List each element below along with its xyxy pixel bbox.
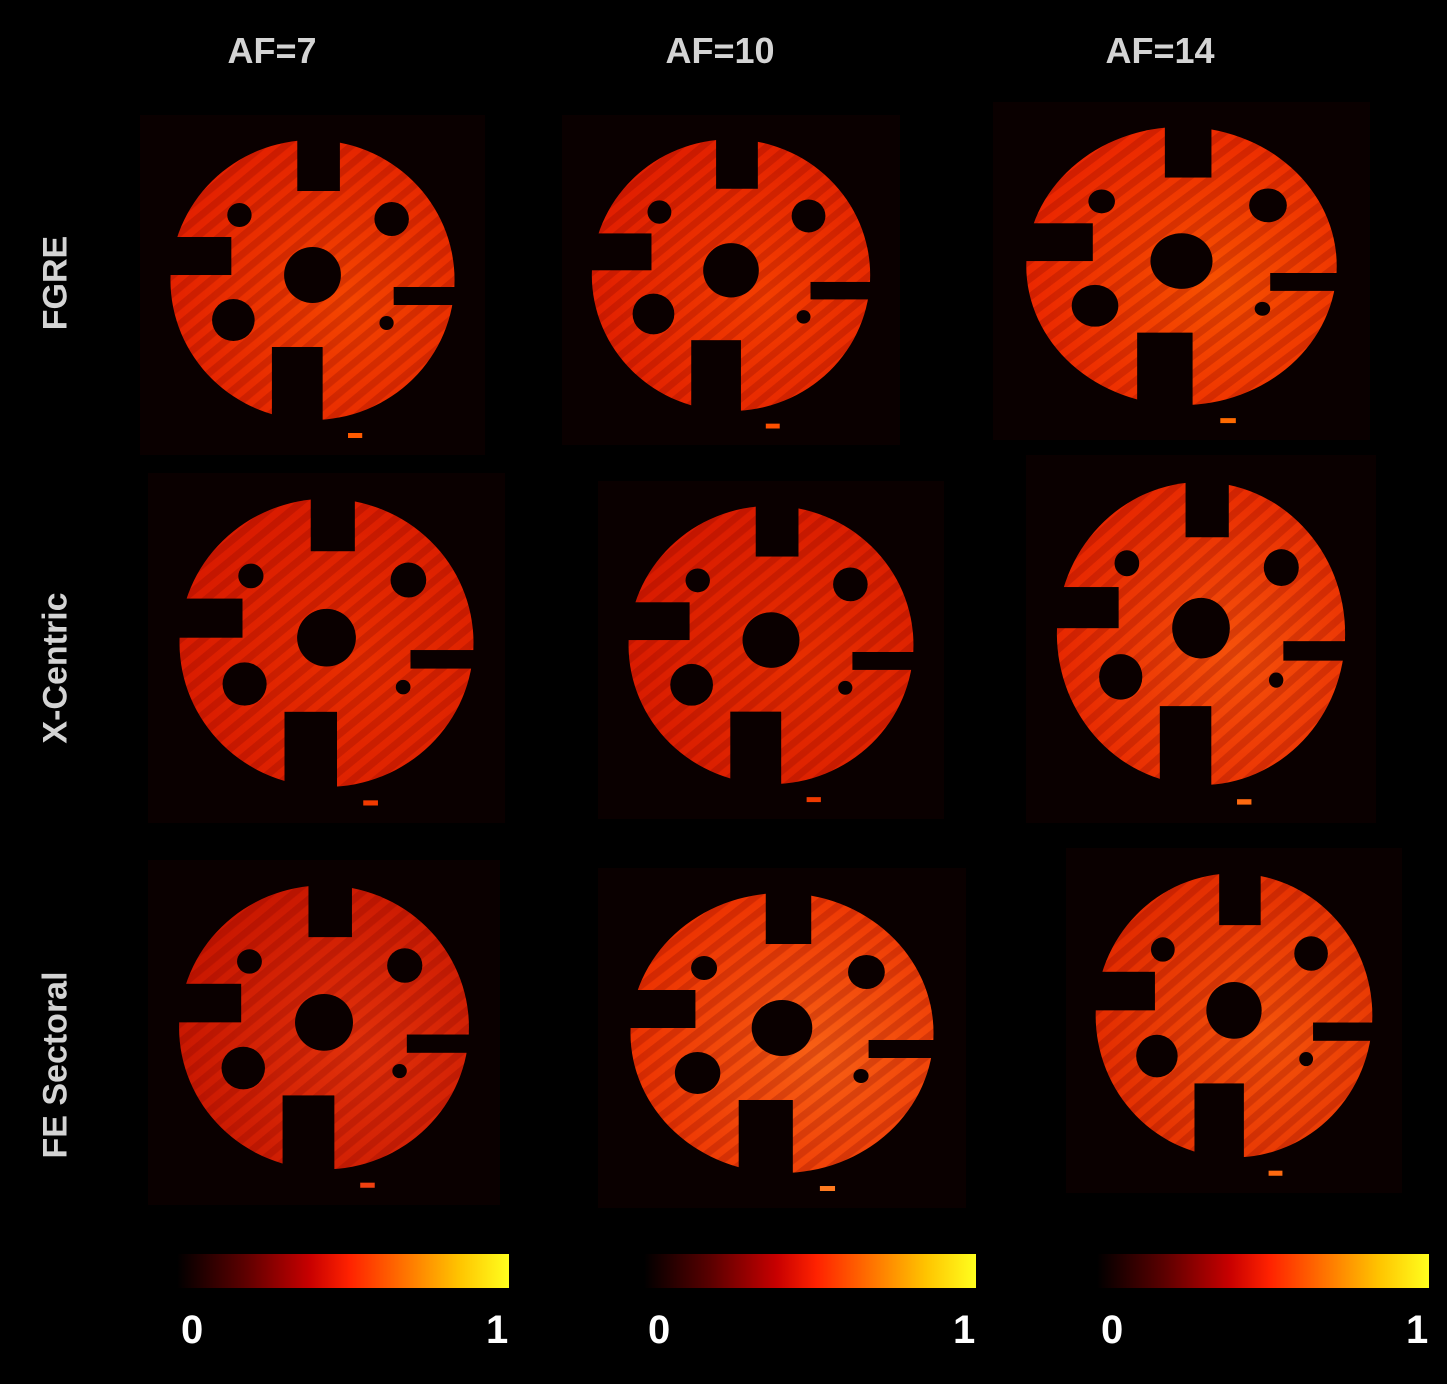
row-label-fgre: FGRE: [36, 235, 75, 331]
column-title-af14: AF=14: [1105, 30, 1215, 71]
colorbar-max-label-af14: 1: [1406, 1308, 1429, 1352]
phantom-image-x-centric-af7: [148, 473, 505, 823]
phantom-image-fgre-af7: [140, 115, 485, 455]
phantom-disc-graphic: [1026, 455, 1376, 823]
colorbar-min-label-af7: 0: [181, 1308, 204, 1352]
row-label-x-centric: X-Centric: [36, 592, 75, 744]
colorbar-max-label-af10: 1: [953, 1308, 976, 1352]
colorbar-af14: [1097, 1254, 1429, 1288]
phantom-image-x-centric-af14: [1026, 455, 1376, 823]
phantom-image-fe-sectoral-af10: [598, 868, 966, 1208]
row-label-fe-sectoral: FE Sectoral: [36, 971, 75, 1159]
phantom-image-fgre-af10: [562, 115, 900, 445]
phantom-disc-graphic: [1066, 848, 1402, 1193]
phantom-disc-graphic: [993, 102, 1370, 440]
column-title-af10: AF=10: [665, 30, 775, 71]
phantom-disc-graphic: [598, 481, 944, 819]
phantom-disc-graphic: [148, 473, 505, 823]
phantom-image-fe-sectoral-af14: [1066, 848, 1402, 1193]
colorbar-min-label-af14: 0: [1101, 1308, 1124, 1352]
colorbar-min-label-af10: 0: [648, 1308, 671, 1352]
phantom-image-fe-sectoral-af7: [148, 860, 500, 1205]
colorbar-max-label-af7: 1: [486, 1308, 509, 1352]
phantom-image-x-centric-af10: [598, 481, 944, 819]
phantom-image-fgre-af14: [993, 102, 1370, 440]
phantom-disc-graphic: [140, 115, 485, 455]
column-title-af7: AF=7: [227, 30, 317, 71]
phantom-disc-graphic: [598, 868, 966, 1208]
phantom-disc-graphic: [148, 860, 500, 1205]
phantom-disc-graphic: [562, 115, 900, 445]
colorbar-af10: [644, 1254, 976, 1288]
colorbar-af7: [177, 1254, 509, 1288]
